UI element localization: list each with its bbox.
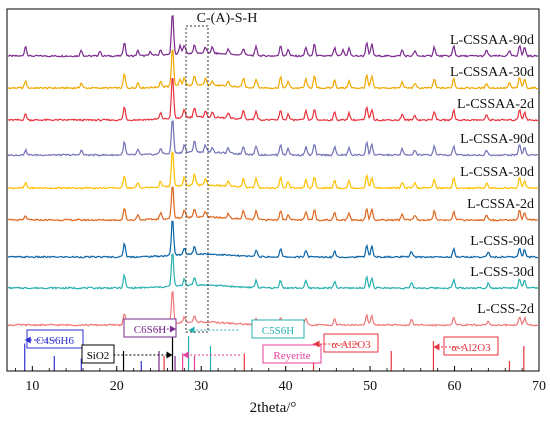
x-tick-label: 10 — [25, 379, 39, 394]
phase-label-text: C6S6H — [134, 324, 166, 336]
series-label-L-CSSA-2d: L-CSSA-2d — [467, 197, 534, 212]
phase-label-text: α-Al2O3 — [331, 339, 371, 351]
phase-label-box — [251, 319, 305, 339]
phase-label-box — [323, 333, 379, 353]
phase-arrow-head — [188, 326, 195, 334]
series-label-group: L-CSSAA-90d L-CSSAA-30d L-CSSAA-2d L-CSSA-9… — [450, 33, 534, 317]
phase-label: C6S6H — [123, 318, 177, 338]
phase-label-group: C4S6H6 C6S6H C5S6H SiO2 Reyerite α-Al2O3 α-Al2… — [24, 318, 499, 364]
phase-label-text: SiO2 — [87, 350, 110, 362]
series-label-L-CSSAA-2d: L-CSSAA-2d — [457, 97, 534, 112]
series-label-L-CSSA-30d: L-CSSA-30d — [460, 165, 534, 180]
phase-arrow-head — [433, 343, 440, 351]
x-tick-label: 60 — [448, 379, 462, 394]
series-line-L-CSSA-90d — [7, 120, 539, 157]
series-label-L-CSS-90d: L-CSS-90d — [470, 234, 534, 249]
series-label-L-CSSA-90d: L-CSSA-90d — [460, 132, 534, 147]
series-line-L-CSS-30d — [7, 253, 539, 290]
series-line-L-CSSAA-90d — [7, 15, 539, 58]
phase-label-box — [81, 344, 115, 364]
x-tick-label: 50 — [363, 379, 377, 394]
phase-arrow-head — [169, 325, 176, 333]
phase-label: C4S6H6 — [24, 329, 84, 349]
phase-arrow-head — [166, 351, 173, 359]
phase-arrow-head — [182, 351, 189, 359]
plot-frame — [6, 8, 540, 372]
x-tick-label: 30 — [194, 379, 208, 394]
series-line-L-CSSAA-2d — [8, 77, 539, 122]
phase-label-box — [262, 344, 322, 364]
phase-label-text: α-Al2O3 — [451, 342, 491, 354]
phase-label: Reyerite — [182, 344, 322, 364]
series-label-L-CSS-30d: L-CSS-30d — [470, 265, 534, 280]
x-tick-label: 40 — [279, 379, 293, 394]
series-line-L-CSS-90d — [7, 220, 538, 259]
phase-arrow-head — [24, 336, 31, 344]
phase-label-text: C4S6H6 — [36, 335, 74, 347]
phase-label-text: C5S6H — [262, 325, 294, 337]
x-tick-group: 10 20 30 40 50 60 70 — [15, 366, 546, 394]
series-line-L-CSSA-2d — [7, 186, 539, 222]
x-axis-label: 2theta/° — [250, 400, 297, 416]
phase-label: α-Al2O3 — [433, 336, 499, 356]
phase-arrow-head — [313, 340, 320, 348]
phase-label: α-Al2O3 — [313, 333, 379, 353]
x-tick-label: 70 — [532, 379, 546, 394]
series-line-L-CSSA-30d — [7, 151, 539, 190]
trace-group — [7, 15, 539, 327]
phase-label: SiO2 — [81, 344, 173, 364]
phase-label-box — [443, 336, 499, 356]
phase-label: C5S6H — [188, 319, 305, 339]
series-label-L-CSSAA-90d: L-CSSAA-90d — [450, 33, 534, 48]
csh-annotation: C-(A)-S-H — [197, 11, 258, 26]
phase-label-box — [123, 318, 177, 338]
phase-label-text: Reyerite — [273, 350, 310, 362]
x-tick-label: 20 — [110, 379, 124, 394]
series-label-L-CSSAA-30d: L-CSSAA-30d — [450, 65, 534, 80]
series-line-L-CSSAA-30d — [8, 49, 539, 90]
series-label-L-CSS-2d: L-CSS-2d — [477, 302, 534, 317]
